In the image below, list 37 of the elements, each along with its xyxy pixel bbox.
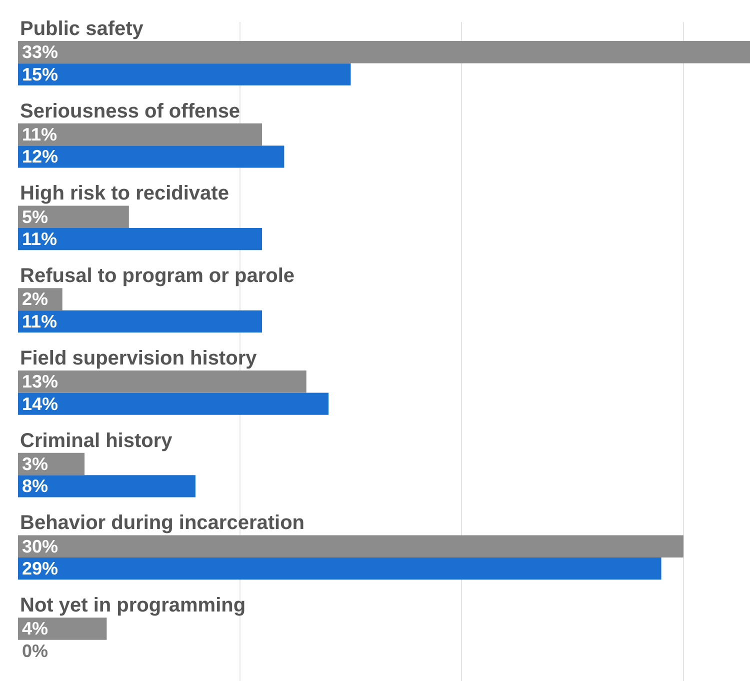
y-tick-label: High risk to recidivate <box>20 182 229 205</box>
bar <box>18 392 329 415</box>
bar <box>18 475 196 498</box>
data-label: 15% <box>22 64 58 84</box>
y-tick-label: Refusal to program or parole <box>20 265 294 288</box>
bar <box>18 146 284 168</box>
y-tick-label: Seriousness of offense <box>20 100 240 122</box>
data-label: 0% <box>22 640 48 661</box>
y-tick-label: Not yet in programming <box>20 594 246 617</box>
data-label: 33% <box>22 42 58 62</box>
bar <box>18 206 129 228</box>
data-label: 3% <box>22 454 48 474</box>
bar <box>18 618 107 640</box>
y-tick-label: Criminal history <box>20 430 174 452</box>
data-label: 11% <box>22 124 58 144</box>
bar <box>18 310 262 333</box>
bar <box>18 557 662 580</box>
bar <box>18 535 684 558</box>
bar <box>18 40 750 64</box>
bar <box>18 228 262 250</box>
data-label: 5% <box>22 206 48 227</box>
data-label: 12% <box>22 146 58 167</box>
data-label: 2% <box>22 289 48 310</box>
data-label: 14% <box>22 394 58 414</box>
data-label: 11% <box>22 229 58 250</box>
bar <box>18 63 351 86</box>
bar <box>18 370 306 393</box>
data-label: 29% <box>22 558 58 579</box>
bar <box>18 123 262 146</box>
data-label: 13% <box>22 372 58 392</box>
y-tick-label: Public safety <box>20 18 144 40</box>
y-tick-label: Field supervision history <box>20 347 258 370</box>
y-tick-label: Behavior during incarceration <box>20 512 305 534</box>
data-label: 4% <box>22 618 48 639</box>
data-label: 30% <box>22 536 58 556</box>
data-label: 8% <box>22 476 48 496</box>
data-label: 11% <box>22 311 58 332</box>
